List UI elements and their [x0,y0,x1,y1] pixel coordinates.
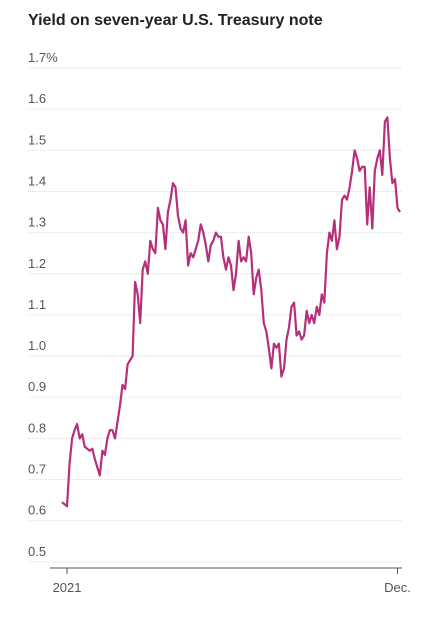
y-tick-label: 1.7% [28,50,58,65]
yield-line [61,116,401,508]
y-tick-label: 1.1 [28,297,46,312]
y-tick-label: 1.5 [28,132,46,147]
y-tick-label: 0.7 [28,462,46,477]
y-tick-label: 1.2 [28,256,46,271]
y-tick-label: 0.8 [28,420,46,435]
y-tick-label: 1.3 [28,215,46,230]
chart-title: Yield on seven-year U.S. Treasury note [28,12,323,29]
x-tick-label: Dec. [384,580,411,595]
x-tick-label: 2021 [53,580,82,595]
y-tick-label: 0.6 [28,503,46,518]
y-tick-label: 1.0 [28,338,46,353]
y-tick-label: 0.5 [28,544,46,559]
y-tick-label: 1.4 [28,173,46,188]
y-tick-label: 1.6 [28,91,46,106]
y-tick-label: 0.9 [28,379,46,394]
